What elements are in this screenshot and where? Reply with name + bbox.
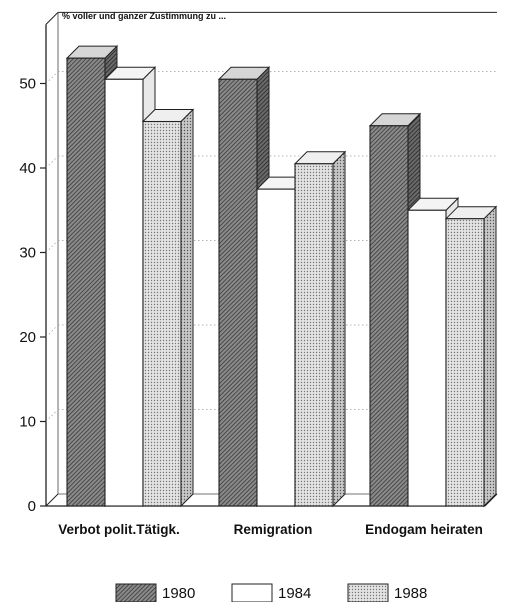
y-tick-label: 50	[19, 76, 36, 93]
gridline	[45, 409, 59, 422]
legend-swatch	[231, 583, 273, 602]
x-axis: Verbot polit.Tätigk. Remigration Endogam h…	[58, 522, 483, 537]
bar-1988-1	[141, 108, 195, 508]
legend-item-1984: 1984	[231, 583, 311, 602]
bar-group	[65, 44, 195, 508]
x-tick-label: Remigration	[234, 522, 313, 537]
bar-front	[445, 218, 485, 507]
y-tick-label: 0	[28, 498, 36, 515]
y-tick-label: 20	[19, 329, 36, 346]
frame-edge	[45, 493, 59, 507]
legend-label: 1980	[162, 585, 195, 602]
legend-item-1988: 1988	[347, 583, 427, 602]
legend-label: 1988	[394, 585, 427, 602]
y-axis: 0 10 20 30 40 50	[19, 76, 46, 515]
bar-side	[483, 205, 497, 508]
bar-front	[407, 209, 447, 507]
gridline	[45, 155, 59, 169]
x-tick-label: Endogam heiraten	[365, 522, 483, 537]
gridline	[45, 324, 59, 338]
bar-front	[369, 125, 409, 507]
bar-front	[256, 188, 296, 507]
gridline	[45, 71, 59, 84]
bar-1988-2	[293, 150, 347, 508]
legend-swatch	[115, 583, 157, 602]
frame-edge	[484, 493, 498, 507]
y-tick-label: 10	[19, 414, 36, 431]
bar-side	[332, 150, 346, 508]
frame-edge	[45, 11, 59, 25]
legend-item-1980: 1980	[115, 583, 195, 602]
bar-group	[217, 66, 347, 508]
y-tick-label: 30	[19, 245, 36, 262]
legend-label: 1984	[278, 585, 311, 602]
legend-swatch	[347, 583, 389, 602]
x-tick-label: Verbot polit.Tätigk.	[58, 522, 180, 537]
bar-front	[104, 78, 144, 507]
gridline	[45, 240, 59, 253]
y-tick-label: 40	[19, 160, 36, 177]
bar-front	[142, 120, 182, 507]
bar-side	[180, 108, 194, 508]
bar-front	[66, 57, 106, 507]
bar-front	[218, 78, 258, 507]
bars	[65, 44, 498, 508]
chart-title: % voller und ganzer Zustimmung zu ...	[62, 11, 226, 21]
bar-1988-3	[444, 205, 498, 508]
bar-group	[368, 112, 498, 508]
legend: 1980 1984 1988	[115, 583, 427, 602]
bar-front	[294, 163, 334, 507]
